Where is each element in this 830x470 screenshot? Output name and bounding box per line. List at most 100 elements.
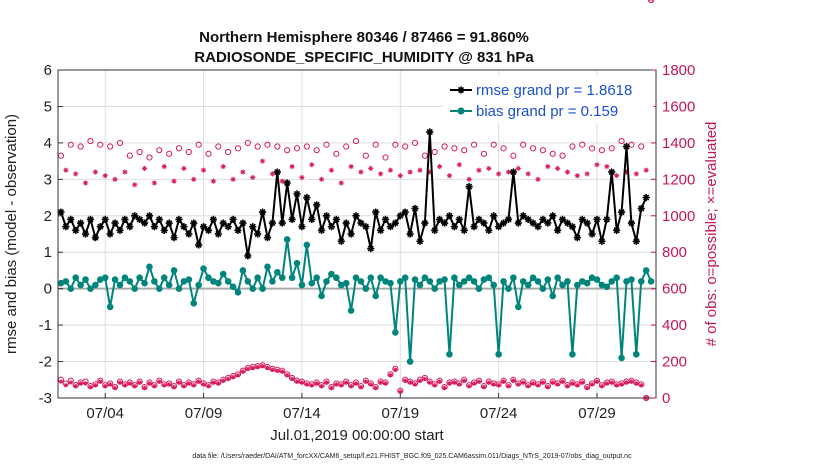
- rmse-point: [322, 212, 331, 220]
- asterisk-stroke: [226, 376, 231, 381]
- rmse-point: [332, 215, 340, 224]
- bias-point: [151, 278, 158, 285]
- obs-evaluated-marker: [200, 167, 207, 173]
- rmse-point: [499, 219, 508, 227]
- bias-point: [264, 263, 271, 271]
- rmse-point: [352, 212, 360, 220]
- obs-evaluated-marker: [280, 369, 285, 374]
- bias-point: [234, 289, 242, 296]
- asterisk-stroke: [447, 173, 452, 178]
- rmse-point: [244, 252, 252, 260]
- rmse-point: [391, 219, 399, 227]
- rmse-point: [288, 215, 296, 224]
- obs-possible-marker: [215, 143, 222, 150]
- asterisk-stroke: [211, 380, 216, 385]
- rmse-point: [121, 215, 129, 224]
- asterisk-stroke: [604, 381, 609, 386]
- asterisk-stroke: [511, 378, 516, 383]
- obs-possible-marker: [421, 152, 428, 159]
- asterisk-stroke: [299, 175, 305, 180]
- obs-evaluated-marker: [92, 169, 98, 175]
- asterisk-stroke: [107, 230, 114, 238]
- obs-evaluated-marker: [560, 379, 565, 384]
- rmse-point: [593, 215, 601, 224]
- plot-area: [58, 70, 656, 398]
- rmse-point: [263, 234, 272, 242]
- obs-evaluated-marker: [378, 171, 384, 177]
- asterisk-stroke: [309, 162, 314, 167]
- rmse-point: [62, 223, 70, 231]
- bias-point: [411, 276, 419, 283]
- obs-evaluated-marker: [476, 167, 482, 173]
- asterisk-stroke: [254, 230, 261, 238]
- obs-possible-marker: [470, 141, 478, 148]
- asterisk-stroke: [639, 383, 644, 388]
- bias-point: [308, 279, 316, 287]
- obs-evaluated-marker: [309, 162, 315, 168]
- obs-evaluated-marker: [83, 381, 88, 386]
- asterisk-stroke: [318, 227, 325, 234]
- obs-evaluated-marker: [535, 383, 541, 388]
- rmse-point: [549, 212, 557, 220]
- x-axis-label: Jul.01,2019 00:00:00 start: [270, 427, 444, 444]
- obs-possible-marker: [303, 143, 310, 150]
- asterisk-stroke: [516, 382, 521, 387]
- bias-point: [254, 274, 261, 282]
- asterisk-stroke: [303, 194, 310, 201]
- obs-evaluated-marker: [171, 384, 177, 390]
- asterisk-stroke: [314, 381, 319, 386]
- asterisk-stroke: [108, 382, 113, 387]
- asterisk-stroke: [603, 216, 610, 223]
- bias-point: [549, 292, 557, 300]
- asterisk-stroke: [520, 212, 527, 219]
- y2-tick-label: 400: [662, 317, 687, 334]
- obs-evaluated-marker: [132, 182, 138, 188]
- asterisk-stroke: [201, 382, 206, 387]
- x-tick-label: 07/29: [578, 405, 616, 422]
- x-tick-label: 07/19: [382, 405, 420, 422]
- rmse-point: [495, 223, 503, 231]
- obs-evaluated-marker: [363, 379, 369, 384]
- asterisk-stroke: [113, 386, 117, 390]
- asterisk-stroke: [550, 380, 555, 385]
- bias-point: [357, 278, 365, 285]
- asterisk-stroke: [516, 166, 521, 171]
- asterisk-stroke: [177, 380, 181, 385]
- obs-evaluated-marker: [388, 373, 393, 378]
- obs-evaluated-marker: [191, 176, 197, 182]
- asterisk-stroke: [259, 209, 266, 216]
- rmse-point: [367, 244, 375, 253]
- asterisk-stroke: [225, 223, 232, 230]
- rmse-point: [81, 230, 90, 238]
- asterisk-stroke: [142, 386, 147, 390]
- asterisk-stroke: [595, 379, 599, 384]
- asterisk-stroke: [161, 227, 168, 234]
- obs-evaluated-marker: [122, 383, 128, 388]
- asterisk-stroke: [93, 169, 98, 175]
- obs-evaluated-marker: [456, 162, 462, 168]
- asterisk-stroke: [457, 382, 462, 387]
- bias-point: [564, 278, 571, 285]
- bias-point: [529, 274, 537, 282]
- obs-possible-marker: [441, 143, 448, 150]
- asterisk-stroke: [348, 164, 354, 169]
- asterisk-stroke: [594, 162, 600, 167]
- asterisk-stroke: [392, 219, 399, 227]
- bias-point: [510, 274, 517, 282]
- obs-evaluated-marker: [230, 374, 236, 380]
- asterisk-stroke: [234, 227, 242, 234]
- rmse-point: [465, 183, 473, 191]
- obs-evaluated-marker: [151, 180, 157, 186]
- obs-layer: [57, 0, 655, 402]
- rmse-point: [195, 241, 203, 249]
- obs-evaluated-marker: [299, 380, 305, 385]
- obs-evaluated-marker: [88, 384, 93, 390]
- rmse-point: [131, 212, 139, 220]
- bias-point: [249, 285, 257, 292]
- asterisk-stroke: [280, 178, 285, 184]
- asterisk-stroke: [245, 366, 250, 371]
- asterisk-stroke: [643, 194, 650, 201]
- bias-point: [165, 281, 173, 289]
- y2-tick-label: 200: [662, 354, 687, 371]
- rmse-point: [637, 204, 645, 213]
